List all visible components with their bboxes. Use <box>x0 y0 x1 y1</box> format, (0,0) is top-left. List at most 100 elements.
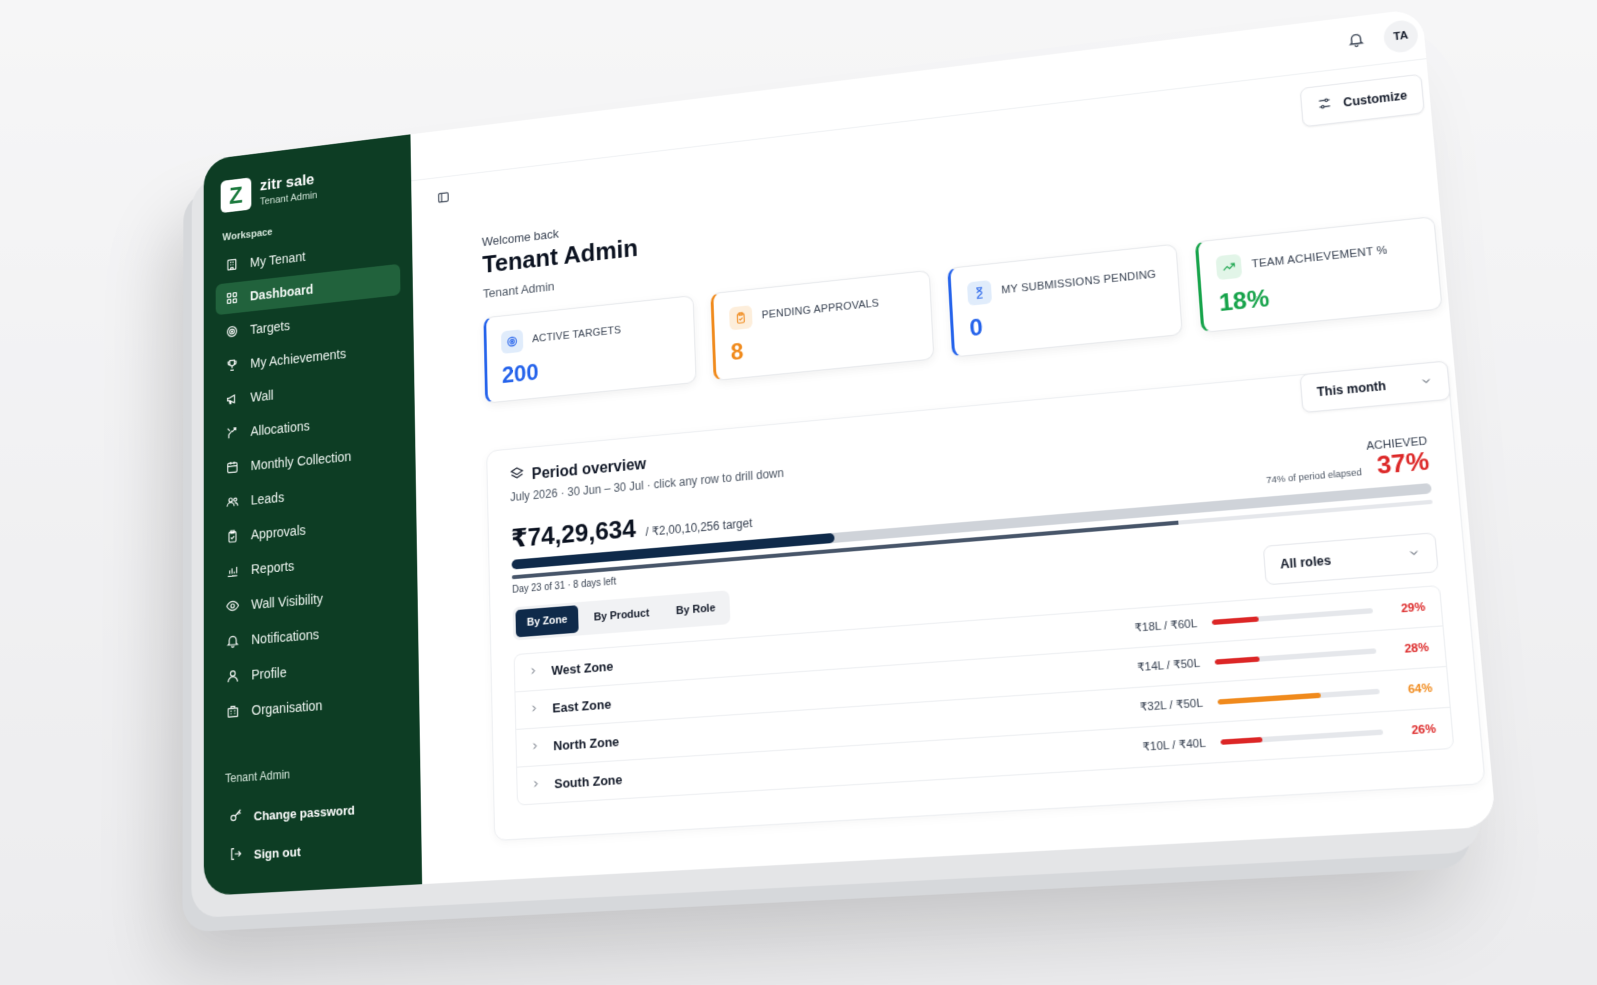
zone-progress-fill <box>1214 656 1260 665</box>
avatar[interactable]: TA <box>1382 18 1420 54</box>
sliders-icon <box>1316 95 1333 114</box>
trophy-icon <box>224 356 240 374</box>
tab-by-role[interactable]: By Role <box>675 602 716 618</box>
achieved-percent: 37% <box>1375 447 1431 481</box>
customize-label: Customize <box>1342 88 1408 110</box>
zone-values: ₹32L / ₹50L <box>1139 697 1204 714</box>
clipboard-icon <box>728 305 753 331</box>
zone-name: South Zone <box>554 771 623 792</box>
layers-icon <box>509 465 524 486</box>
zone-values: ₹14L / ₹50L <box>1136 657 1201 675</box>
zone-name: East Zone <box>552 696 612 716</box>
zone-values: ₹10L / ₹40L <box>1142 737 1207 754</box>
sidebar-item-label: Wall <box>250 387 274 405</box>
zone-progress-bar <box>1214 648 1377 665</box>
sidebar-footer: Tenant Admin Change password Sign out <box>216 744 409 875</box>
period-section: This month Period overview July 2026 · 3… <box>486 360 1486 842</box>
sidebar-item-label: Reports <box>250 558 295 577</box>
kpi-card-label: ACTIVE TARGETS <box>532 324 622 346</box>
dashboard-content: Customize Welcome back Tenant Admin Tena… <box>411 56 1496 865</box>
key-icon <box>229 808 243 827</box>
bar-chart-icon <box>225 562 241 580</box>
sidebar-item-label: Leads <box>250 489 285 508</box>
target-amount: / ₹2,00,10,256 target <box>645 516 753 539</box>
brand-logo: Z <box>220 177 252 214</box>
zone-percent: 29% <box>1400 600 1426 615</box>
grid-icon <box>224 289 239 307</box>
users-icon <box>225 493 241 511</box>
target-icon <box>224 323 240 341</box>
kpi-card-value: 200 <box>501 359 539 389</box>
chevron-down-icon <box>1419 374 1433 391</box>
sidebar-item-label: Monthly Collection <box>250 448 352 474</box>
chevron-right-icon[interactable] <box>531 777 542 793</box>
clipboard-check-icon <box>225 527 241 545</box>
sign-out-icon <box>229 846 243 865</box>
chevron-down-icon <box>1407 546 1421 563</box>
building-icon <box>224 256 239 274</box>
sidebar: Z zitr sale Tenant Admin Workspace My Te… <box>203 134 423 896</box>
kpi-card-pending-approvals[interactable]: PENDING APPROVALS 8 <box>710 269 935 382</box>
zone-percent: 28% <box>1404 640 1430 656</box>
sidebar-item-label: Profile <box>251 664 287 683</box>
sidebar-item-label: Wall Visibility <box>251 590 323 612</box>
kpi-card-team-achievement[interactable]: TEAM ACHIEVEMENT % 18% <box>1194 216 1443 334</box>
chevron-right-icon[interactable] <box>529 702 540 718</box>
sidebar-item-label: My Achievements <box>250 345 347 371</box>
kpi-card-label: MY SUBMISSIONS PENDING <box>1001 268 1157 297</box>
calendar-icon <box>225 458 241 476</box>
zone-percent: 26% <box>1411 722 1437 737</box>
sidebar-item-label: Targets <box>250 318 290 337</box>
period-select-value: This month <box>1316 378 1387 400</box>
zone-progress-bar <box>1217 688 1380 705</box>
hourglass-icon <box>966 279 993 306</box>
app-window: Z zitr sale Tenant Admin Workspace My Te… <box>203 8 1497 896</box>
roles-select[interactable]: All roles <box>1262 532 1439 586</box>
megaphone-icon <box>224 390 240 408</box>
breakdown-tabs: By Zone By Product By Role <box>512 590 731 641</box>
sign-out-label: Sign out <box>253 844 301 862</box>
sidebar-item-label: Notifications <box>251 626 320 648</box>
kpi-card-label: TEAM ACHIEVEMENT % <box>1251 244 1388 271</box>
zone-progress-fill <box>1217 692 1321 705</box>
zone-percent: 64% <box>1407 681 1433 696</box>
sidebar-toggle-icon[interactable] <box>436 189 451 210</box>
main-area: TA Customize Welcome back Tenant Admin T… <box>410 8 1497 885</box>
kpi-card-active-targets[interactable]: ACTIVE TARGETS 200 <box>483 295 697 404</box>
sidebar-item-label: Approvals <box>250 522 306 543</box>
sidebar-item-label: Dashboard <box>249 281 314 304</box>
roles-select-value: All roles <box>1279 553 1332 572</box>
chevron-right-icon[interactable] <box>528 664 539 680</box>
sidebar-nav: My Tenant Dashboard Targets My Achievements… <box>215 230 407 732</box>
zone-progress-fill <box>1220 736 1263 745</box>
tab-by-zone[interactable]: By Zone <box>515 605 580 638</box>
customize-button[interactable]: Customize <box>1299 73 1425 128</box>
change-password-label: Change password <box>253 802 355 824</box>
sidebar-item-label: My Tenant <box>249 249 306 270</box>
zone-progress-bar <box>1211 608 1374 626</box>
elapsed-label: 74% of period elapsed <box>1265 466 1363 486</box>
user-icon <box>225 667 241 685</box>
bell-icon[interactable] <box>1346 30 1366 54</box>
sidebar-item-label: Allocations <box>250 418 310 439</box>
kpi-card-value: 8 <box>730 338 744 366</box>
zone-name: West Zone <box>551 658 614 678</box>
achieved-amount: ₹74,29,634 <box>510 513 637 554</box>
kpi-card-value: 0 <box>968 314 984 343</box>
eye-icon <box>225 597 241 615</box>
office-icon <box>225 702 241 720</box>
tab-by-product[interactable]: By Product <box>593 607 650 624</box>
target-icon <box>500 329 524 354</box>
period-overview-card: Period overview July 2026 · 30 Jun – 30 … <box>486 360 1486 842</box>
kpi-card-label: PENDING APPROVALS <box>761 297 880 322</box>
zone-progress-bar <box>1220 729 1384 745</box>
split-icon <box>224 424 240 442</box>
zone-name: North Zone <box>553 734 620 754</box>
chevron-right-icon[interactable] <box>530 739 541 755</box>
zone-progress-fill <box>1211 616 1259 626</box>
trending-up-icon <box>1215 253 1243 281</box>
kpi-card-my-submissions-pending[interactable]: MY SUBMISSIONS PENDING 0 <box>947 243 1183 358</box>
zone-values: ₹18L / ₹60L <box>1134 617 1198 635</box>
bell-icon <box>225 632 241 650</box>
sidebar-item-label: Organisation <box>251 697 323 718</box>
